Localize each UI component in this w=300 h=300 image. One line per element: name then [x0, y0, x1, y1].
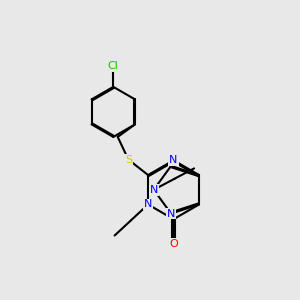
Text: N: N	[169, 155, 178, 165]
Text: S: S	[125, 154, 132, 165]
Text: N: N	[144, 200, 152, 209]
Text: N: N	[150, 185, 158, 195]
Text: Cl: Cl	[108, 61, 119, 71]
Text: O: O	[169, 239, 178, 249]
Text: N: N	[167, 208, 175, 219]
